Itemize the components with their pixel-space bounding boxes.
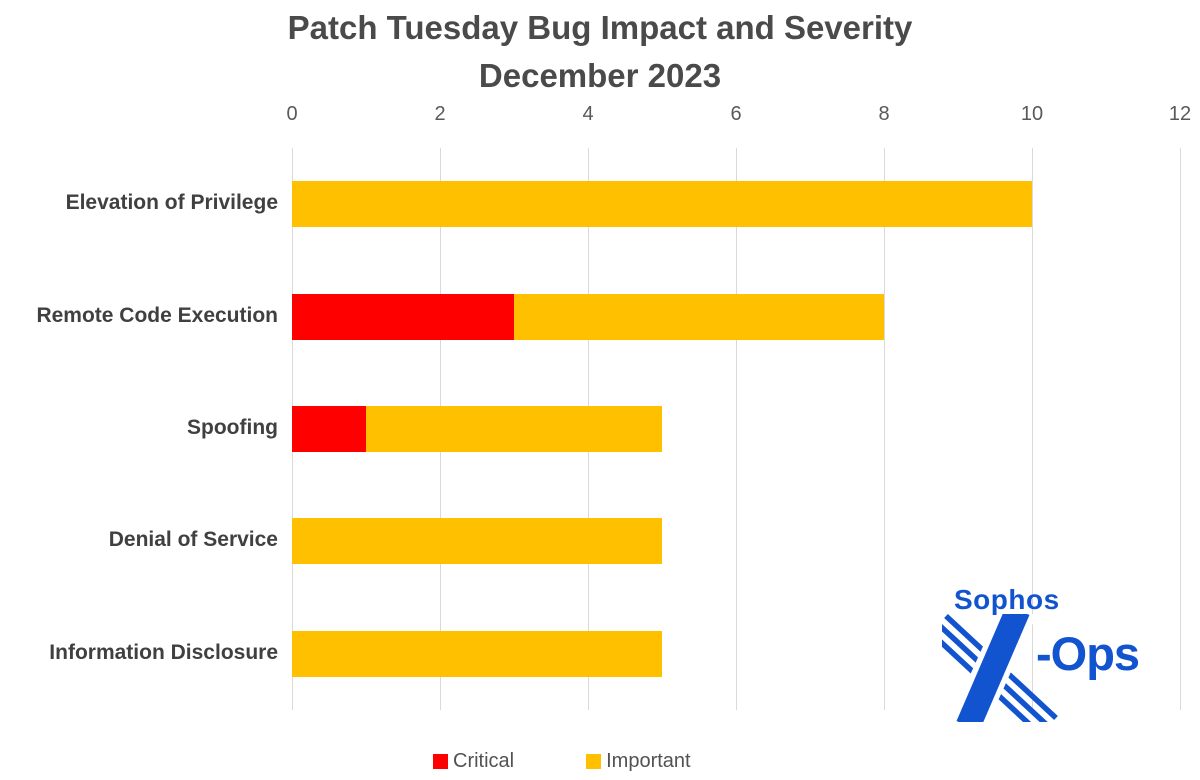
x-axis-tick-label: 6 [730, 103, 742, 125]
legend-item: Critical [433, 750, 514, 773]
gridline [1032, 148, 1033, 710]
gridline [1180, 148, 1181, 710]
chart-title: Patch Tuesday Bug Impact and Severity [287, 9, 913, 46]
x-axis-tick-label: 0 [286, 103, 298, 125]
bar-segment-critical [292, 293, 514, 340]
logo-suffix-text: -Ops [1036, 627, 1140, 680]
bar-segment-important [366, 406, 662, 452]
logo-x-icon [942, 614, 1058, 722]
x-axis: 0 2 4 6 8 10 12 [286, 103, 1191, 135]
bar-segment-important [292, 518, 662, 565]
legend: Critical Important [433, 750, 691, 773]
category-label: Denial of Service [108, 528, 278, 552]
chart-subtitle: December 2023 [478, 56, 722, 94]
x-axis-tick-label: 2 [434, 103, 446, 125]
legend-label: Important [606, 750, 691, 772]
category-label: Spoofing [187, 416, 278, 439]
sophos-xops-logo: Sophos -Ops [940, 584, 1165, 724]
gridline [884, 148, 885, 710]
category-label: Information Disclosure [49, 640, 278, 664]
chart-title-block: Patch Tuesday Bug Impact and Severity De… [0, 4, 1200, 100]
bar-segment-important [514, 293, 884, 340]
plot-area [292, 148, 1181, 710]
bar-segment-critical [292, 406, 366, 452]
category-axis: Elevation of Privilege Remote Code Execut… [0, 148, 278, 710]
category-label: Elevation of Privilege [65, 191, 278, 215]
legend-swatch-icon [433, 754, 448, 769]
x-axis-tick-label: 8 [878, 103, 890, 125]
logo-brand-text: Sophos [954, 584, 1060, 615]
category-label: Remote Code Execution [36, 303, 278, 327]
x-axis-tick-label: 12 [1168, 103, 1192, 125]
bar-segment-important [292, 630, 662, 677]
legend-swatch-icon [586, 754, 602, 769]
legend-item: Important [586, 750, 691, 773]
x-axis-tick-label: 10 [1020, 103, 1044, 125]
bar-segment-important [292, 181, 1032, 228]
legend-label: Critical [453, 750, 515, 772]
x-axis-tick-label: 4 [582, 103, 594, 125]
gridline [736, 148, 737, 710]
